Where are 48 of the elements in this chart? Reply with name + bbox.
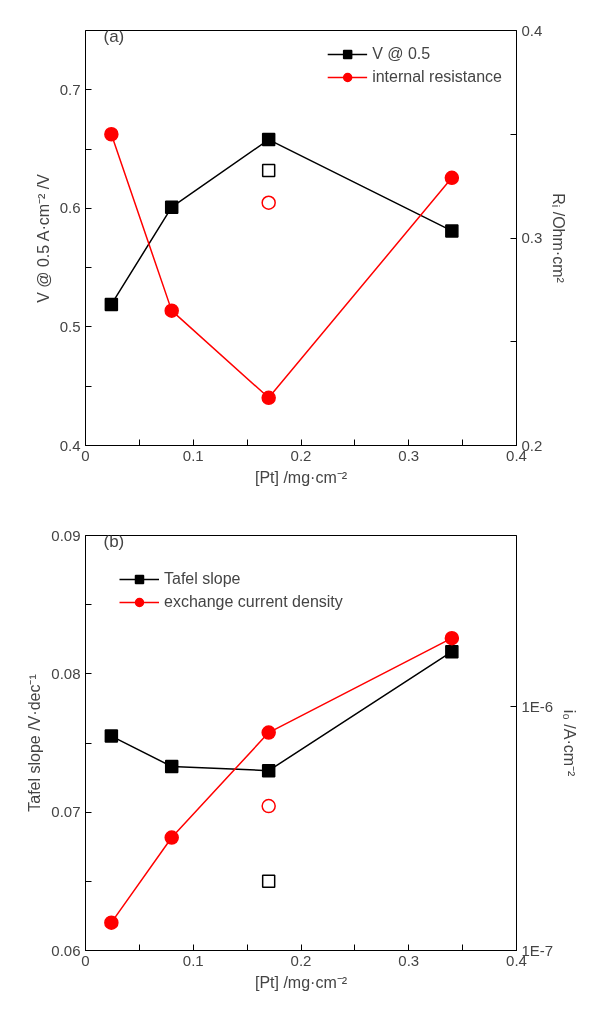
point	[261, 725, 276, 740]
y-tick-label: 0.5	[59, 317, 81, 335]
point	[261, 874, 276, 889]
x-tick-label: 0.2	[290, 446, 312, 464]
y2-axis-title: Rᵢ /Ohm·cm²	[550, 193, 568, 284]
legend-label: V @ 0.5	[372, 45, 431, 63]
point	[164, 759, 179, 774]
point	[445, 224, 459, 238]
x-axis-title: [Pt] /mg·cm⁻²	[254, 468, 348, 486]
y-tick-label: 0.09	[51, 526, 81, 544]
point	[164, 303, 179, 318]
point	[261, 390, 276, 406]
point	[261, 798, 276, 814]
x-tick-label: 0.3	[398, 951, 420, 969]
y2-axis-title: i₀ /A·cm⁻²	[561, 709, 579, 778]
point	[445, 644, 459, 659]
point	[164, 200, 179, 214]
point	[104, 729, 119, 743]
point	[104, 297, 119, 312]
x-axis-title: [Pt] /mg·cm⁻²	[254, 973, 348, 991]
point	[261, 163, 276, 178]
y-tick-label: 0.06	[51, 941, 81, 959]
point	[104, 915, 119, 930]
y-tick-label: 0.7	[59, 80, 81, 98]
point	[444, 170, 460, 186]
x-tick-label: 0	[81, 951, 90, 969]
y-axis-title: V @ 0.5 A·cm⁻² /V	[34, 173, 52, 303]
legend-label: exchange current density	[164, 593, 343, 611]
point	[261, 763, 276, 778]
point	[261, 195, 276, 210]
x-tick-label: 0.2	[290, 951, 312, 969]
y2-tick-label: 0.3	[521, 229, 543, 246]
x-tick-label: 0.1	[182, 446, 204, 464]
point	[164, 830, 179, 845]
x-tick-label: 0.3	[398, 446, 420, 464]
point	[261, 132, 276, 147]
y-tick-label: 0.08	[51, 664, 81, 682]
y2-tick-label: 1E-6	[521, 697, 554, 715]
point	[104, 127, 119, 142]
legend-label: internal resistance	[372, 68, 502, 86]
y-axis-title: Tafel slope /V·dec⁻¹	[26, 674, 44, 812]
point	[444, 630, 460, 646]
y2-tick-label: 0.4	[521, 21, 543, 39]
x-tick-label: 0.1	[182, 951, 204, 969]
x-tick-label: 0	[81, 446, 90, 464]
legend-label: Tafel slope	[164, 570, 241, 588]
y-tick-label: 0.07	[51, 803, 81, 821]
y-tick-label: 0.6	[59, 199, 81, 217]
